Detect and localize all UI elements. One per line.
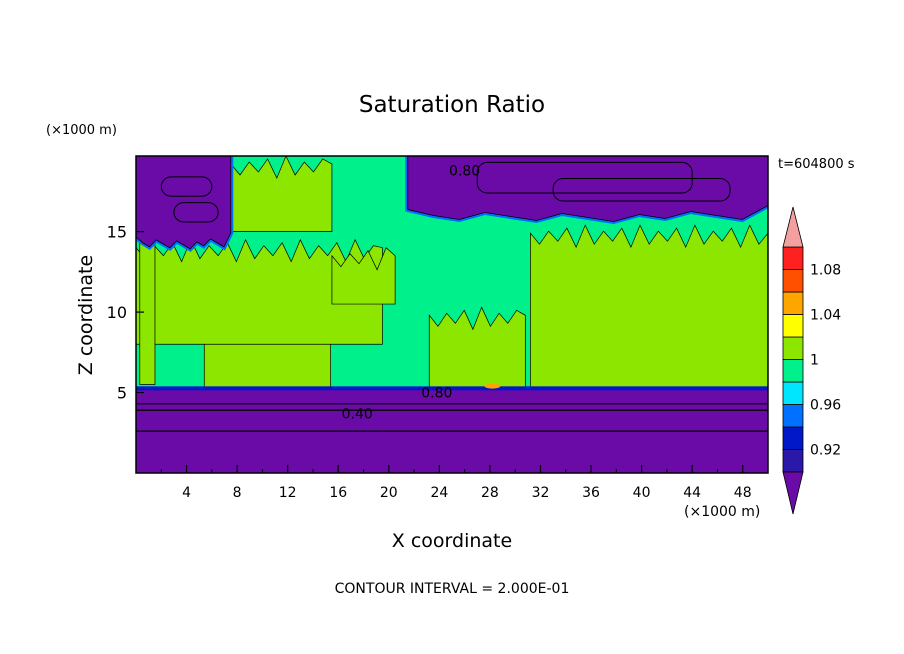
colorbar: 0.92 0.96 1 1.04 1.08 (782, 206, 841, 515)
humid-region-1 (428, 306, 526, 390)
y-tick-label: 5 (117, 384, 127, 403)
x-tick-label: 44 (683, 485, 701, 501)
x-tick-label: 28 (481, 485, 499, 501)
x-axis: 4 8 12 16 20 24 28 32 36 40 44 48 (160, 465, 769, 501)
y-tick-label: 15 (107, 223, 127, 242)
dry-contour-loop-0 (160, 176, 213, 197)
colorbar-under-arrow (782, 471, 804, 515)
plot-frame (135, 155, 769, 474)
x-tick-label: 48 (734, 485, 752, 501)
plot-area: 0.80 0.80 0.40 (136, 156, 768, 473)
humid-region-2 (530, 224, 768, 390)
contour-label-2: 0.40 (342, 406, 373, 422)
x-tick-label: 12 (279, 485, 297, 501)
lower-layer-fringe (136, 386, 768, 391)
dry-contour-loop-2 (476, 161, 693, 194)
y-axis: 5 10 15 (107, 223, 144, 403)
time-label: t=604800 s (778, 157, 855, 172)
colorbar-tick-label: 1.08 (810, 263, 841, 279)
colorbar-segment (782, 269, 804, 293)
colorbar-tick-label: 0.96 (810, 398, 841, 414)
x-axis-label: X coordinate (392, 530, 512, 552)
colorbar-tick-label: 0.92 (810, 443, 841, 459)
colorbar-segment (782, 404, 804, 428)
chart-title: Saturation Ratio (359, 92, 545, 118)
dry-contour-loop-1 (173, 202, 219, 223)
dry-contour-loop-3 (552, 178, 731, 202)
colorbar-segment (782, 381, 804, 405)
humid-region-5 (331, 247, 396, 305)
colorbar-segment (782, 426, 804, 450)
y-axis-label: Z coordinate (75, 255, 97, 375)
dry-region-top-right (407, 156, 768, 222)
colorbar-segment (782, 246, 804, 270)
x-tick-label: 36 (582, 485, 600, 501)
colorbar-tick-label: 1 (810, 353, 819, 369)
x-tick-label: 24 (430, 485, 448, 501)
x-tick-label: 8 (233, 485, 242, 501)
x-tick-label: 40 (633, 485, 651, 501)
x-tick-label: 32 (532, 485, 550, 501)
colorbar-segment (782, 449, 804, 473)
x-tick-label: 16 (329, 485, 347, 501)
humid-region-4 (230, 156, 333, 232)
colorbar-segment (782, 291, 804, 315)
colorbar-segment (782, 359, 804, 383)
x-tick-label: 20 (380, 485, 398, 501)
saturation-hotspot (484, 383, 501, 389)
y-unit-label: (×1000 m) (46, 123, 117, 138)
contour-label-0: 0.80 (449, 163, 480, 179)
colorbar-tick-label: 1.04 (810, 308, 841, 324)
colorbar-segment (782, 314, 804, 338)
y-tick-label: 10 (107, 303, 127, 322)
x-unit-label: (×1000 m) (684, 504, 760, 520)
contour-interval-footer: CONTOUR INTERVAL = 2.000E-01 (335, 581, 570, 597)
colorbar-over-arrow (782, 206, 804, 248)
x-tick-label: 4 (182, 485, 191, 501)
colorbar-segment (782, 336, 804, 360)
contour-label-1: 0.80 (421, 386, 452, 402)
